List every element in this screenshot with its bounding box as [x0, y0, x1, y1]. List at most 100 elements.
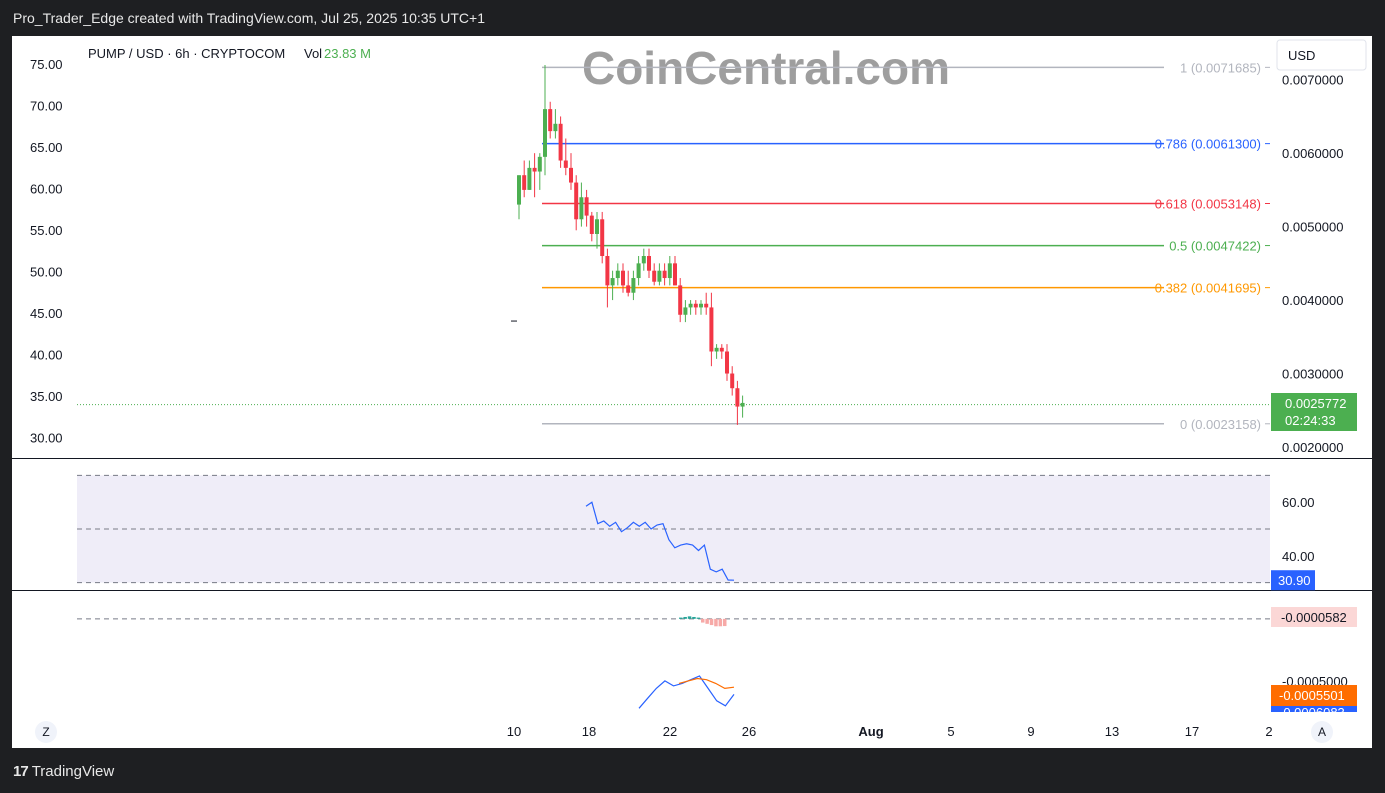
time-axis[interactable]: 10 18 22 26 Aug 5 9 13 17 2 [507, 724, 1273, 739]
macd-histogram-bar [696, 617, 701, 619]
candle-body [699, 303, 703, 308]
macd-line-tag-bg [1271, 706, 1357, 712]
right-price-axis[interactable]: 0.0070000 0.0060000 0.0050000 0.0040000 0.00… [1282, 73, 1343, 455]
macd-histogram-bar [701, 618, 705, 623]
price-tag-countdown: 02:24:33 [1285, 413, 1336, 428]
chart-panel[interactable]: CoinCentral.com PUMP / USD · 6h · CRYPTO… [12, 36, 1372, 748]
right-axis-tick: 0.0050000 [1282, 220, 1343, 235]
candle-body [636, 263, 641, 279]
symbol-title: PUMP / USD · 6h · CRYPTOCOM [88, 46, 285, 61]
signal-tag-bg [1271, 685, 1357, 706]
price-tag-value: 0.0025772 [1285, 396, 1346, 411]
macd-hist-tag-bg [1271, 607, 1357, 627]
right-axis-tick: 0.0040000 [1282, 293, 1343, 308]
right-axis-tick: 0.0070000 [1282, 73, 1343, 88]
rsi-axis-tick: 60.00 [1282, 495, 1315, 510]
right-axis-tick: 0.0030000 [1282, 367, 1343, 382]
candle-body [558, 123, 563, 161]
right-axis-tick: 0.0060000 [1282, 146, 1343, 161]
candle-body [683, 307, 688, 315]
candle-body [735, 388, 740, 407]
rsi-value-tag: 30.90 [1278, 573, 1311, 588]
chart-svg[interactable]: CoinCentral.com PUMP / USD · 6h · CRYPTO… [12, 36, 1372, 748]
left-axis-tick: 70.00 [30, 98, 63, 113]
candle-body [652, 270, 657, 282]
candle-body [719, 347, 724, 352]
chart-caption: Pro_Trader_Edge created with TradingView… [13, 10, 485, 26]
candle-body [647, 256, 651, 271]
time-axis-label: 10 [507, 724, 521, 739]
time-axis-label: 9 [1027, 724, 1034, 739]
rsi-line [585, 501, 735, 581]
candle-body [537, 156, 542, 172]
time-axis-label: 5 [947, 724, 954, 739]
vol-value: 23.83 M [324, 46, 371, 61]
candle-body [595, 219, 599, 234]
left-axis-tick: 55.00 [30, 223, 63, 238]
candles-series[interactable] [511, 65, 745, 425]
zoom-reset-button[interactable]: Z [35, 721, 57, 743]
macd-tag-clip [1271, 712, 1361, 722]
auto-button-label: A [1318, 725, 1326, 739]
time-axis-label: 22 [663, 724, 677, 739]
candle-body [730, 373, 735, 389]
candle-body [667, 263, 672, 279]
candle-body [714, 347, 719, 352]
signal-tag: -0.0005501 [1279, 688, 1345, 703]
signal-line [678, 677, 735, 690]
candle-body [543, 109, 547, 157]
candle-body [662, 270, 667, 279]
candle-body [740, 402, 745, 407]
time-axis-label: Aug [858, 724, 883, 739]
candle-body [678, 285, 683, 315]
candle-body [610, 278, 615, 286]
candle-body [574, 182, 579, 220]
candle-body [517, 175, 521, 205]
macd-pane[interactable]: 0.0000000-0.0005000-0.0000582-0.0006083-… [77, 607, 1361, 722]
right-axis-tick: 0.0020000 [1282, 440, 1343, 455]
candle-body [532, 167, 537, 172]
rsi-axis-tick: 40.00 [1282, 549, 1315, 564]
tradingview-logo-text: TradingView [31, 763, 115, 780]
tradingview-logo-icon: 17 [13, 763, 29, 780]
candle-body [673, 263, 677, 286]
candle-body [631, 278, 636, 293]
macd-histogram-bar [687, 616, 692, 619]
candle-body [615, 270, 620, 279]
fib-level-label: 1 (0.0071685) [1180, 60, 1261, 75]
candle-body [589, 215, 594, 234]
candle-body [704, 303, 709, 308]
macd-histogram-bar [679, 617, 683, 619]
fib-level-label: 0.5 (0.0047422) [1169, 239, 1261, 254]
rsi-pane[interactable]: 60.00 40.00 30.90 [77, 474, 1315, 591]
macd-histogram-bar [718, 618, 723, 627]
macd-histogram-bar [683, 616, 687, 619]
time-axis-label: 13 [1105, 724, 1119, 739]
bottom-bar: 17 TradingView [0, 748, 1385, 793]
fib-level-label: 0.618 (0.0053148) [1155, 197, 1261, 212]
left-axis-tick: 60.00 [30, 181, 63, 196]
macd-histogram-bar [709, 618, 714, 626]
candle-body [563, 160, 568, 168]
candle-body [626, 285, 631, 293]
tradingview-logo[interactable]: 17 TradingView [13, 763, 114, 780]
left-axis-tick: 65.00 [30, 140, 63, 155]
time-axis-label: 17 [1185, 724, 1199, 739]
macd-histogram-bar [714, 618, 718, 627]
fib-retracement[interactable]: 1 (0.0071685) 0.786 (0.0061300) 0.618 (0.0… [542, 60, 1270, 432]
macd-hist-tag: -0.0000582 [1281, 610, 1347, 625]
candle-body [657, 270, 662, 282]
currency-label: USD [1288, 48, 1315, 63]
candle-body [709, 307, 714, 352]
currency-button[interactable]: USD [1276, 39, 1367, 71]
left-price-axis[interactable]: 75.00 70.00 65.00 60.00 55.00 50.00 45.00 40.00… [30, 57, 63, 446]
left-axis-tick: 45.00 [30, 306, 63, 321]
candle-body [600, 219, 605, 257]
vol-label: Vol [304, 46, 322, 61]
auto-scale-button[interactable]: A [1311, 721, 1333, 743]
candle-body [584, 197, 589, 216]
rsi-value-tag-bg [1271, 570, 1315, 591]
fib-level-label: 0.382 (0.0041695) [1155, 281, 1261, 296]
left-axis-tick: 50.00 [30, 264, 63, 279]
left-axis-tick: 35.00 [30, 389, 63, 404]
